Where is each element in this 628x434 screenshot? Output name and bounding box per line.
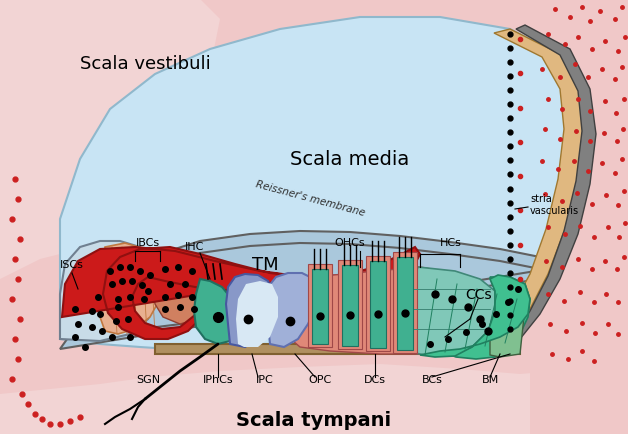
Text: ISCs: ISCs	[60, 260, 84, 270]
Polygon shape	[366, 256, 390, 351]
Text: IPC: IPC	[256, 374, 274, 384]
Polygon shape	[395, 267, 495, 355]
Polygon shape	[226, 274, 272, 347]
Polygon shape	[430, 277, 530, 359]
Polygon shape	[100, 243, 163, 334]
Polygon shape	[476, 30, 585, 339]
Polygon shape	[397, 257, 413, 350]
Polygon shape	[280, 267, 475, 354]
Polygon shape	[62, 247, 420, 339]
Polygon shape	[490, 307, 525, 357]
Text: TM: TM	[252, 256, 278, 273]
Text: CCs: CCs	[465, 287, 492, 301]
Text: Scala tympani: Scala tympani	[236, 410, 392, 429]
Polygon shape	[420, 275, 530, 357]
Text: BCs: BCs	[421, 374, 443, 384]
Polygon shape	[393, 253, 417, 353]
Polygon shape	[308, 264, 332, 347]
Text: Scala vestibuli: Scala vestibuli	[80, 55, 211, 73]
Text: IPhCs: IPhCs	[203, 374, 234, 384]
Text: stria
vascularis: stria vascularis	[530, 194, 579, 215]
Text: SGN: SGN	[136, 374, 160, 384]
Text: IBCs: IBCs	[136, 237, 160, 247]
Text: DCs: DCs	[364, 374, 386, 384]
Polygon shape	[194, 279, 238, 344]
Polygon shape	[266, 273, 318, 347]
Text: OPC: OPC	[308, 374, 332, 384]
Polygon shape	[60, 241, 160, 341]
Polygon shape	[490, 26, 596, 349]
Text: Reissner's membrane: Reissner's membrane	[254, 179, 365, 217]
Text: IHC: IHC	[185, 241, 205, 251]
Text: OHCs: OHCs	[335, 237, 365, 247]
Text: BM: BM	[482, 374, 499, 384]
Polygon shape	[338, 260, 362, 349]
Text: HCs: HCs	[440, 237, 462, 247]
Polygon shape	[152, 254, 218, 324]
Polygon shape	[370, 261, 386, 348]
Polygon shape	[60, 231, 560, 349]
Text: Scala media: Scala media	[290, 150, 409, 169]
Polygon shape	[60, 18, 585, 354]
Polygon shape	[155, 344, 520, 354]
Polygon shape	[0, 0, 220, 279]
Polygon shape	[312, 270, 328, 344]
Polygon shape	[342, 265, 358, 346]
Polygon shape	[0, 359, 628, 434]
Polygon shape	[236, 281, 278, 347]
Polygon shape	[530, 0, 628, 434]
